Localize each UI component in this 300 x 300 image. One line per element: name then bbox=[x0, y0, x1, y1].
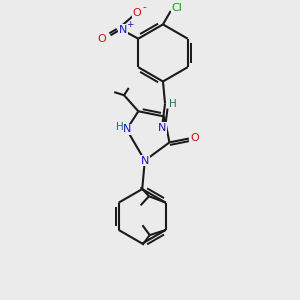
Text: O: O bbox=[133, 8, 141, 18]
Text: N: N bbox=[158, 123, 166, 133]
Text: Cl: Cl bbox=[172, 3, 183, 13]
Text: +: + bbox=[126, 20, 134, 29]
Text: N: N bbox=[118, 25, 127, 34]
Text: O: O bbox=[98, 34, 106, 44]
Text: -: - bbox=[143, 2, 147, 12]
Text: O: O bbox=[190, 133, 199, 143]
Text: H: H bbox=[169, 99, 177, 109]
Text: N: N bbox=[141, 156, 149, 166]
Text: H: H bbox=[116, 122, 123, 132]
Text: N: N bbox=[122, 124, 131, 134]
